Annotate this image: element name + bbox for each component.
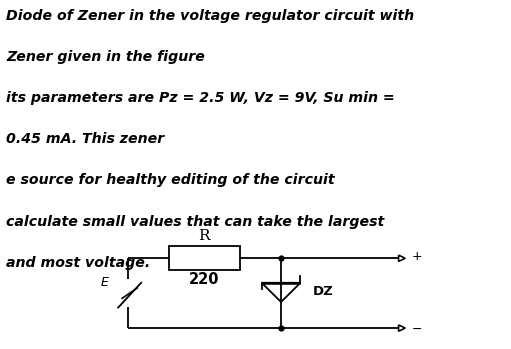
Text: +: + <box>411 250 422 263</box>
Text: 0.45 mA. This zener: 0.45 mA. This zener <box>6 132 165 146</box>
Text: Zener given in the figure: Zener given in the figure <box>6 50 205 64</box>
Text: Diode of Zener in the voltage regulator circuit with: Diode of Zener in the voltage regulator … <box>6 9 414 23</box>
Text: R: R <box>199 229 210 243</box>
Text: e source for healthy editing of the circuit: e source for healthy editing of the circ… <box>6 173 335 187</box>
Text: E: E <box>101 276 109 289</box>
Text: its parameters are Pz = 2.5 W, Vz = 9V, Su min =: its parameters are Pz = 2.5 W, Vz = 9V, … <box>6 91 395 105</box>
Text: 220: 220 <box>189 272 220 287</box>
Text: DZ: DZ <box>313 285 334 298</box>
Bar <box>169 246 240 270</box>
Text: and most voltage.: and most voltage. <box>6 256 150 270</box>
Text: −: − <box>411 323 422 336</box>
Text: calculate small values that can take the largest: calculate small values that can take the… <box>6 215 384 229</box>
